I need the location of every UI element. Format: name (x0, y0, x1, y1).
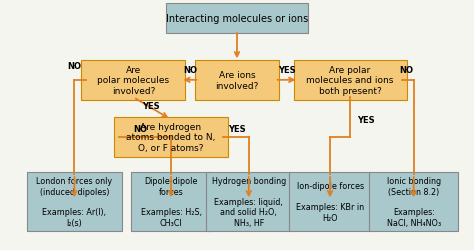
FancyBboxPatch shape (166, 4, 308, 34)
Text: Are polar
molecules and ions
both present?: Are polar molecules and ions both presen… (306, 66, 394, 95)
FancyBboxPatch shape (195, 61, 279, 100)
Text: YES: YES (357, 116, 375, 124)
FancyBboxPatch shape (293, 61, 407, 100)
Text: Are ions
involved?: Are ions involved? (215, 71, 259, 90)
Text: YES: YES (278, 65, 295, 74)
Text: Hydrogen bonding

Examples: liquid,
and solid H₂O,
NH₃, HF: Hydrogen bonding Examples: liquid, and s… (212, 176, 286, 227)
FancyBboxPatch shape (27, 172, 121, 231)
Text: NO: NO (400, 65, 414, 74)
FancyBboxPatch shape (369, 172, 458, 231)
Text: Interacting molecules or ions: Interacting molecules or ions (166, 14, 308, 24)
Text: Dipole-dipole
forces

Examples: H₂S,
CH₃Cl: Dipole-dipole forces Examples: H₂S, CH₃C… (140, 176, 201, 227)
FancyBboxPatch shape (131, 172, 211, 231)
FancyBboxPatch shape (206, 172, 291, 231)
Text: Ionic bonding
(Section 8.2)

Examples:
NaCl, NH₄NO₃: Ionic bonding (Section 8.2) Examples: Na… (387, 176, 441, 227)
FancyBboxPatch shape (82, 61, 185, 100)
FancyBboxPatch shape (115, 118, 228, 157)
Text: Are hydrogen
atoms bonded to N,
O, or F atoms?: Are hydrogen atoms bonded to N, O, or F … (127, 122, 216, 152)
Text: NO: NO (67, 62, 82, 70)
Text: NO: NO (133, 125, 147, 134)
FancyBboxPatch shape (289, 172, 371, 231)
Text: London forces only
(induced dipoles)

Examples: Ar(l),
I₂(s): London forces only (induced dipoles) Exa… (36, 176, 112, 227)
Text: YES: YES (228, 125, 246, 134)
Text: Ion-dipole forces

Examples: KBr in
H₂O: Ion-dipole forces Examples: KBr in H₂O (296, 182, 364, 222)
Text: Are
polar molecules
involved?: Are polar molecules involved? (97, 66, 169, 95)
Text: YES: YES (142, 102, 159, 111)
Text: NO: NO (183, 65, 197, 74)
